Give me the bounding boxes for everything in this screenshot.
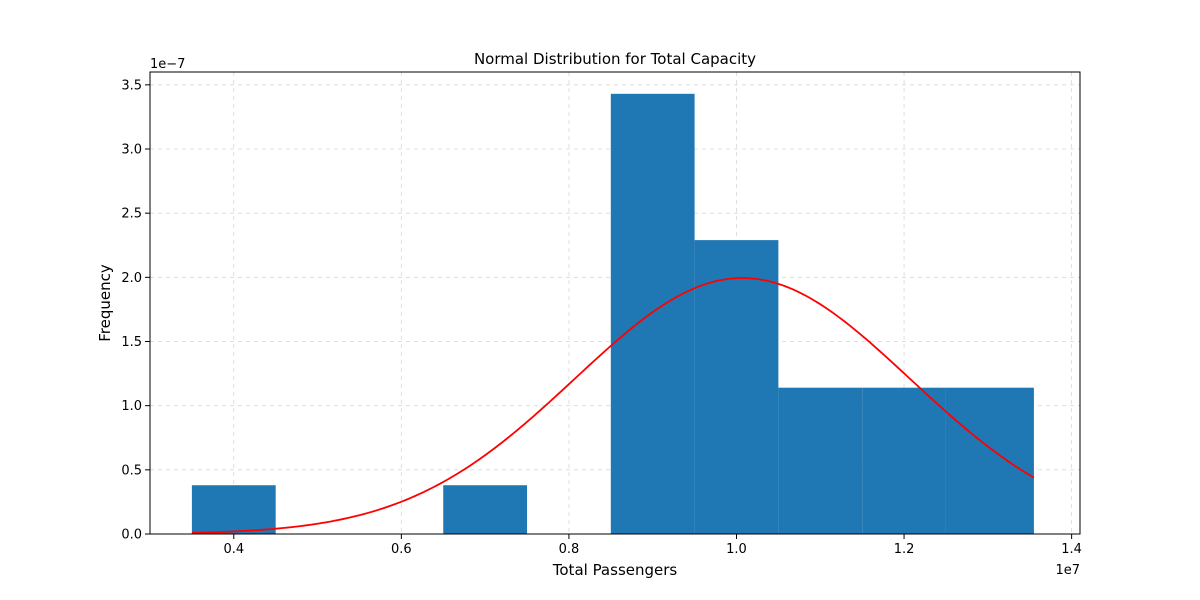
normal-curve-layer: [191, 277, 1035, 534]
x-tick-label-2: 0.8: [559, 542, 580, 557]
y-tick-label-4: 2.0: [121, 271, 142, 286]
normal-distribution-curve: [191, 277, 1035, 534]
histogram-bar-6: [694, 240, 779, 534]
y-tick-label-1: 0.5: [121, 463, 142, 478]
chart-title: Normal Distribution for Total Capacity: [474, 50, 756, 68]
axis-ticks: 0.4 0.6 0.8 1.0 1.2 1.4 0.0 0.5 1.0 1.5 2.0 2.5 3.0 3…: [121, 78, 1082, 557]
y-tick-label-5: 2.5: [121, 207, 142, 222]
y-tick-label-7: 3.5: [121, 78, 142, 93]
x-tick-label-3: 1.0: [726, 542, 747, 557]
histogram-bar-5: [610, 93, 695, 535]
histogram-bar-7: [778, 387, 863, 534]
histogram-bar-8: [862, 387, 946, 534]
x-axis-offset-label: 1e7: [1055, 563, 1080, 578]
x-tick-label-4: 1.2: [894, 542, 915, 557]
histogram-bar-9: [945, 387, 1034, 534]
plot-frame: [149, 71, 1081, 535]
y-axis-offset-label: 1e−7: [150, 57, 185, 72]
y-tick-label-0: 0.0: [121, 528, 142, 543]
y-tick-label-2: 1.0: [121, 399, 142, 414]
y-tick-label-6: 3.0: [121, 143, 142, 158]
y-tick-label-3: 1.5: [121, 335, 142, 350]
x-axis-label: Total Passengers: [552, 561, 678, 579]
x-tick-label-0: 0.4: [223, 542, 244, 557]
histogram-bars: [191, 93, 1034, 535]
histogram-bar-0: [191, 485, 276, 534]
x-tick-label-1: 0.6: [391, 542, 412, 557]
x-tick-label-5: 1.4: [1061, 542, 1082, 557]
histogram-bar-3: [443, 485, 528, 534]
y-axis-label: Frequency: [96, 264, 114, 342]
